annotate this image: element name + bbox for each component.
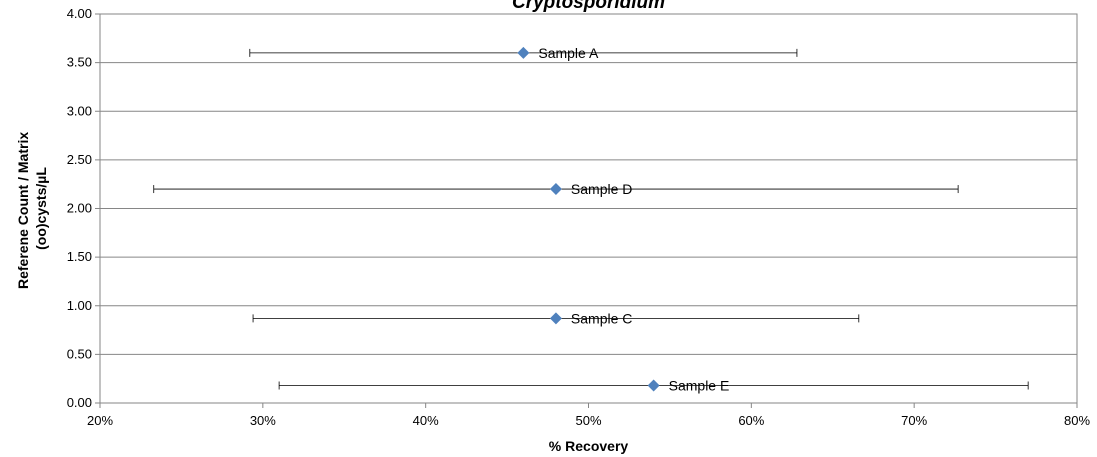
chart-title: Cryptosporidium (512, 0, 665, 13)
y-tick-label: 4.00 (67, 6, 92, 21)
y-tick-label: 0.00 (67, 395, 92, 410)
data-label: Sample E (669, 377, 730, 393)
data-point-marker (549, 183, 562, 196)
grid-lines (100, 13, 1077, 404)
x-tick-label: 60% (738, 413, 764, 428)
y-axis-title: Referene Count / Matrix (oo)cysts/µL (15, 128, 49, 289)
y-tick-label: 3.50 (67, 55, 92, 70)
data-label: Sample D (571, 181, 632, 197)
data-point-group: Sample A (249, 45, 798, 61)
y-tick-label: 2.50 (67, 152, 92, 167)
data-point-marker (647, 379, 660, 392)
x-tick-label: 70% (901, 413, 927, 428)
x-tick-label: 80% (1064, 413, 1090, 428)
y-tick-label: 2.00 (67, 201, 92, 216)
x-axis-ticks: 20% 30% 40% 50% 60% 70% 80% (87, 403, 1090, 428)
y-tick-label: 1.50 (67, 249, 92, 264)
data-label: Sample C (571, 310, 632, 326)
y-tick-label: 1.00 (67, 298, 92, 313)
x-tick-label: 50% (575, 413, 601, 428)
y-axis-ticks: 0.00 0.50 1.00 1.50 2.00 2.50 3.00 3.50 4.00 (67, 6, 100, 410)
y-axis-title-line-1: Referene Count / Matrix (15, 132, 31, 289)
x-tick-label: 20% (87, 413, 113, 428)
data-point-marker (517, 46, 530, 59)
data-series: Sample A Sample D Sample C Sample E (153, 45, 1029, 393)
data-point-group: Sample D (153, 181, 959, 197)
y-axis-title-line-2: (oo)cysts/µL (33, 167, 49, 250)
y-tick-label: 3.00 (67, 103, 92, 118)
data-point-group: Sample C (252, 310, 860, 326)
x-tick-label: 30% (250, 413, 276, 428)
data-point-marker (549, 312, 562, 325)
data-label: Sample A (538, 45, 599, 61)
y-tick-label: 0.50 (67, 346, 92, 361)
x-tick-label: 40% (413, 413, 439, 428)
x-axis-title: % Recovery (549, 438, 629, 454)
data-point-group: Sample E (278, 377, 1029, 393)
